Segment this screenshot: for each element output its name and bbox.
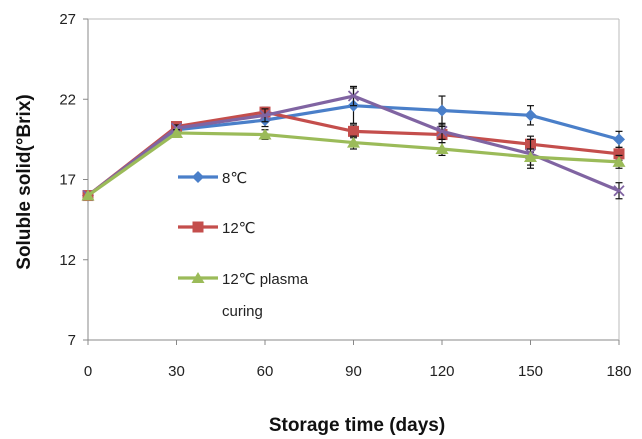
y-tick-labels: 7 12 17 22 27 bbox=[59, 11, 88, 349]
data-point bbox=[613, 133, 625, 146]
y-axis-title: Soluble solid(°Brix) bbox=[14, 94, 35, 269]
data-point bbox=[436, 125, 448, 137]
data-point bbox=[435, 143, 449, 155]
data-point bbox=[81, 189, 95, 201]
data-point bbox=[170, 126, 183, 138]
data-point bbox=[612, 155, 626, 167]
data-point bbox=[347, 90, 360, 102]
legend-label: 8℃ bbox=[222, 170, 247, 187]
legend-label: 12℃ plasma bbox=[222, 271, 309, 288]
legend-label: 12℃ bbox=[222, 220, 256, 237]
legend-swatch-marker bbox=[192, 171, 204, 183]
data-point bbox=[613, 185, 625, 197]
data-point bbox=[347, 136, 360, 148]
y-tick-label: 12 bbox=[59, 252, 76, 269]
x-tick-label: 30 bbox=[168, 363, 185, 380]
legend-item: 12℃ bbox=[178, 220, 256, 237]
legend-item: 8℃ bbox=[178, 170, 247, 187]
legend-label-continued: curing bbox=[222, 303, 263, 320]
data-point bbox=[259, 109, 271, 121]
x-tick-label: 60 bbox=[257, 363, 274, 380]
axes bbox=[87, 18, 620, 341]
legend-swatch-marker bbox=[191, 272, 205, 283]
y-tick-label: 27 bbox=[59, 11, 76, 28]
x-tick-label: 90 bbox=[345, 363, 362, 380]
y-tick-label: 17 bbox=[59, 172, 76, 189]
data-point bbox=[436, 104, 448, 117]
legend-swatch-marker bbox=[192, 221, 204, 233]
x-tick-label: 120 bbox=[429, 363, 454, 380]
y-tick-label: 7 bbox=[68, 332, 76, 349]
series-group bbox=[81, 85, 626, 202]
y-tick-label: 22 bbox=[59, 91, 76, 108]
data-point bbox=[613, 148, 625, 160]
x-tick-label: 0 bbox=[84, 363, 92, 380]
x-tick-label: 150 bbox=[518, 363, 543, 380]
x-axis-title: Storage time (days) bbox=[269, 415, 445, 436]
legend: 8℃ 12℃ 12℃ plasma curing bbox=[178, 170, 309, 320]
x-tick-labels: 0 30 60 90 120 150 180 bbox=[84, 340, 632, 380]
data-point bbox=[258, 128, 272, 140]
x-tick-label: 180 bbox=[606, 363, 631, 380]
data-point bbox=[524, 151, 537, 163]
data-point bbox=[348, 125, 359, 137]
series-4 bbox=[81, 126, 626, 201]
data-point bbox=[524, 109, 537, 122]
legend-item: 12℃ plasma curing bbox=[178, 271, 309, 320]
